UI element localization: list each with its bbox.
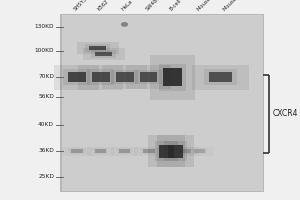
Bar — [194, 149, 205, 153]
Text: B-cell: B-cell — [169, 0, 183, 12]
Bar — [111, 70, 138, 84]
Bar — [76, 42, 118, 54]
Bar — [93, 148, 108, 154]
Bar — [148, 135, 185, 167]
Text: K562: K562 — [97, 0, 110, 12]
Text: SW480: SW480 — [145, 0, 162, 12]
Bar — [85, 44, 110, 52]
Bar — [209, 72, 232, 82]
Bar — [157, 135, 194, 167]
Bar — [111, 146, 138, 156]
Bar — [119, 149, 130, 153]
Bar — [164, 141, 187, 161]
Text: HeLa: HeLa — [121, 0, 134, 12]
Text: Mouse lung: Mouse lung — [223, 0, 248, 12]
Bar — [186, 146, 213, 156]
Text: 40KD: 40KD — [38, 122, 54, 128]
Bar — [159, 144, 174, 158]
Text: 36KD: 36KD — [38, 148, 54, 154]
Bar — [135, 70, 162, 84]
Bar — [142, 149, 154, 153]
Text: 130KD: 130KD — [34, 24, 54, 29]
Bar — [159, 64, 186, 90]
Text: 100KD: 100KD — [34, 48, 54, 53]
Bar — [61, 146, 92, 156]
Bar — [169, 146, 200, 156]
Bar — [176, 148, 194, 154]
Bar — [140, 148, 158, 154]
Bar — [68, 72, 85, 82]
Bar — [61, 15, 262, 191]
Bar — [126, 65, 171, 89]
Bar — [155, 141, 178, 161]
Text: 25KD: 25KD — [38, 174, 54, 180]
Bar — [117, 148, 132, 154]
Bar — [54, 64, 99, 90]
Bar — [87, 146, 114, 156]
Bar — [60, 14, 264, 192]
Bar — [87, 70, 114, 84]
Text: 70KD: 70KD — [38, 74, 54, 79]
Bar — [82, 48, 124, 60]
Text: 56KD: 56KD — [38, 95, 54, 99]
Bar — [192, 148, 207, 154]
Bar — [70, 149, 83, 153]
Bar — [178, 149, 190, 153]
Bar — [150, 55, 195, 100]
Bar — [192, 64, 249, 90]
Bar — [68, 148, 85, 154]
Bar — [116, 72, 134, 82]
Bar — [204, 70, 237, 84]
Bar — [63, 70, 90, 84]
Text: SHSY5Y: SHSY5Y — [73, 0, 91, 12]
Bar — [91, 50, 116, 58]
Text: CXCR4: CXCR4 — [273, 110, 298, 118]
Bar — [95, 52, 112, 56]
Circle shape — [121, 22, 128, 27]
Bar — [140, 72, 158, 82]
Bar — [102, 65, 147, 89]
Bar — [78, 64, 123, 90]
Bar — [164, 68, 181, 86]
Text: Mouse thymus: Mouse thymus — [196, 0, 227, 12]
Bar — [61, 15, 262, 191]
Bar — [92, 72, 110, 82]
Bar — [95, 149, 106, 153]
Bar — [168, 144, 183, 158]
Bar — [134, 146, 164, 156]
Bar — [89, 46, 106, 50]
